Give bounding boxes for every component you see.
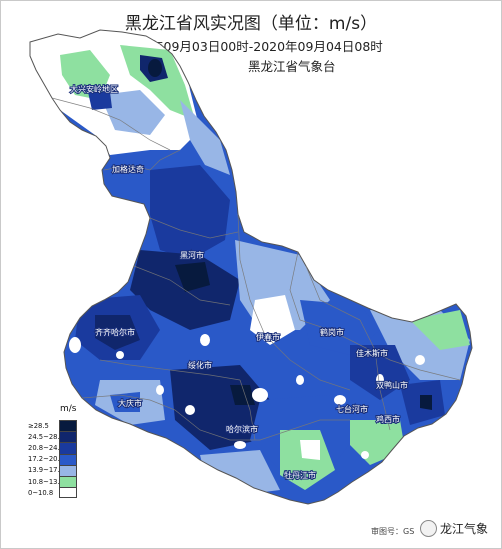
- legend-row: 10.8~13.9: [28, 475, 77, 488]
- city-label: 黑河市: [180, 250, 204, 260]
- city-label: 大庆市: [118, 398, 142, 408]
- legend-row: 13.9~17.2: [28, 464, 77, 476]
- legend-swatch: [59, 431, 77, 443]
- city-label: 七台河市: [336, 404, 368, 414]
- city-label: 加格达奇: [112, 164, 144, 174]
- legend-swatch: [59, 464, 77, 476]
- legend-swatch: [59, 420, 77, 432]
- legend-label: 24.5~28.5: [28, 432, 64, 441]
- legend-label: 20.8~24.5: [28, 443, 64, 452]
- organization-label: 黑龙江省气象台: [248, 59, 336, 74]
- legend-swatch: [59, 442, 77, 454]
- map-subtitle: 2020年09月03日00时-2020年09月04日08时: [119, 39, 383, 54]
- legend-row: 20.8~24.5: [28, 442, 77, 454]
- legend-row: ≥28.5: [28, 420, 77, 432]
- city-label: 牡丹江市: [284, 470, 316, 480]
- watermark-text: 龙江气象: [440, 522, 489, 536]
- city-label: 大兴安岭地区: [70, 84, 118, 94]
- legend-row: 24.5~28.5: [28, 431, 77, 443]
- legend-label: 0~10.8: [28, 488, 54, 497]
- city-label: 绥化市: [188, 360, 212, 370]
- legend-swatch: [59, 475, 77, 488]
- city-label: 鸡西市: [376, 414, 400, 424]
- wechat-logo-icon: [420, 520, 437, 537]
- map-legend: m/s ≥28.5 24.5~28.5 20.8~24.5 17.2~20.8 13.9…: [28, 404, 77, 499]
- legend-label: ≥28.5: [28, 421, 49, 430]
- city-label: 双鸭山市: [376, 380, 408, 390]
- legend-label: 10.8~13.9: [28, 477, 64, 486]
- map-title: 黑龙江省风实况图（单位：m/s）: [124, 14, 378, 34]
- watermark: 龙江气象: [420, 520, 488, 537]
- city-label: 齐齐哈尔市: [95, 327, 135, 337]
- city-label: 哈尔滨市: [226, 424, 258, 434]
- legend-swatch: [59, 487, 77, 499]
- city-label: 鹤岗市: [320, 327, 344, 337]
- legend-row: 0~10.8: [28, 487, 77, 499]
- review-number: 审图号：GS: [371, 527, 415, 536]
- city-label: 伊春市: [256, 332, 280, 342]
- legend-label: 17.2~20.8: [28, 455, 64, 464]
- legend-unit: m/s: [60, 404, 77, 414]
- city-label: 佳木斯市: [356, 348, 388, 358]
- legend-row: 17.2~20.8: [28, 453, 77, 465]
- legend-swatch: [59, 453, 77, 465]
- legend-label: 13.9~17.2: [28, 466, 64, 475]
